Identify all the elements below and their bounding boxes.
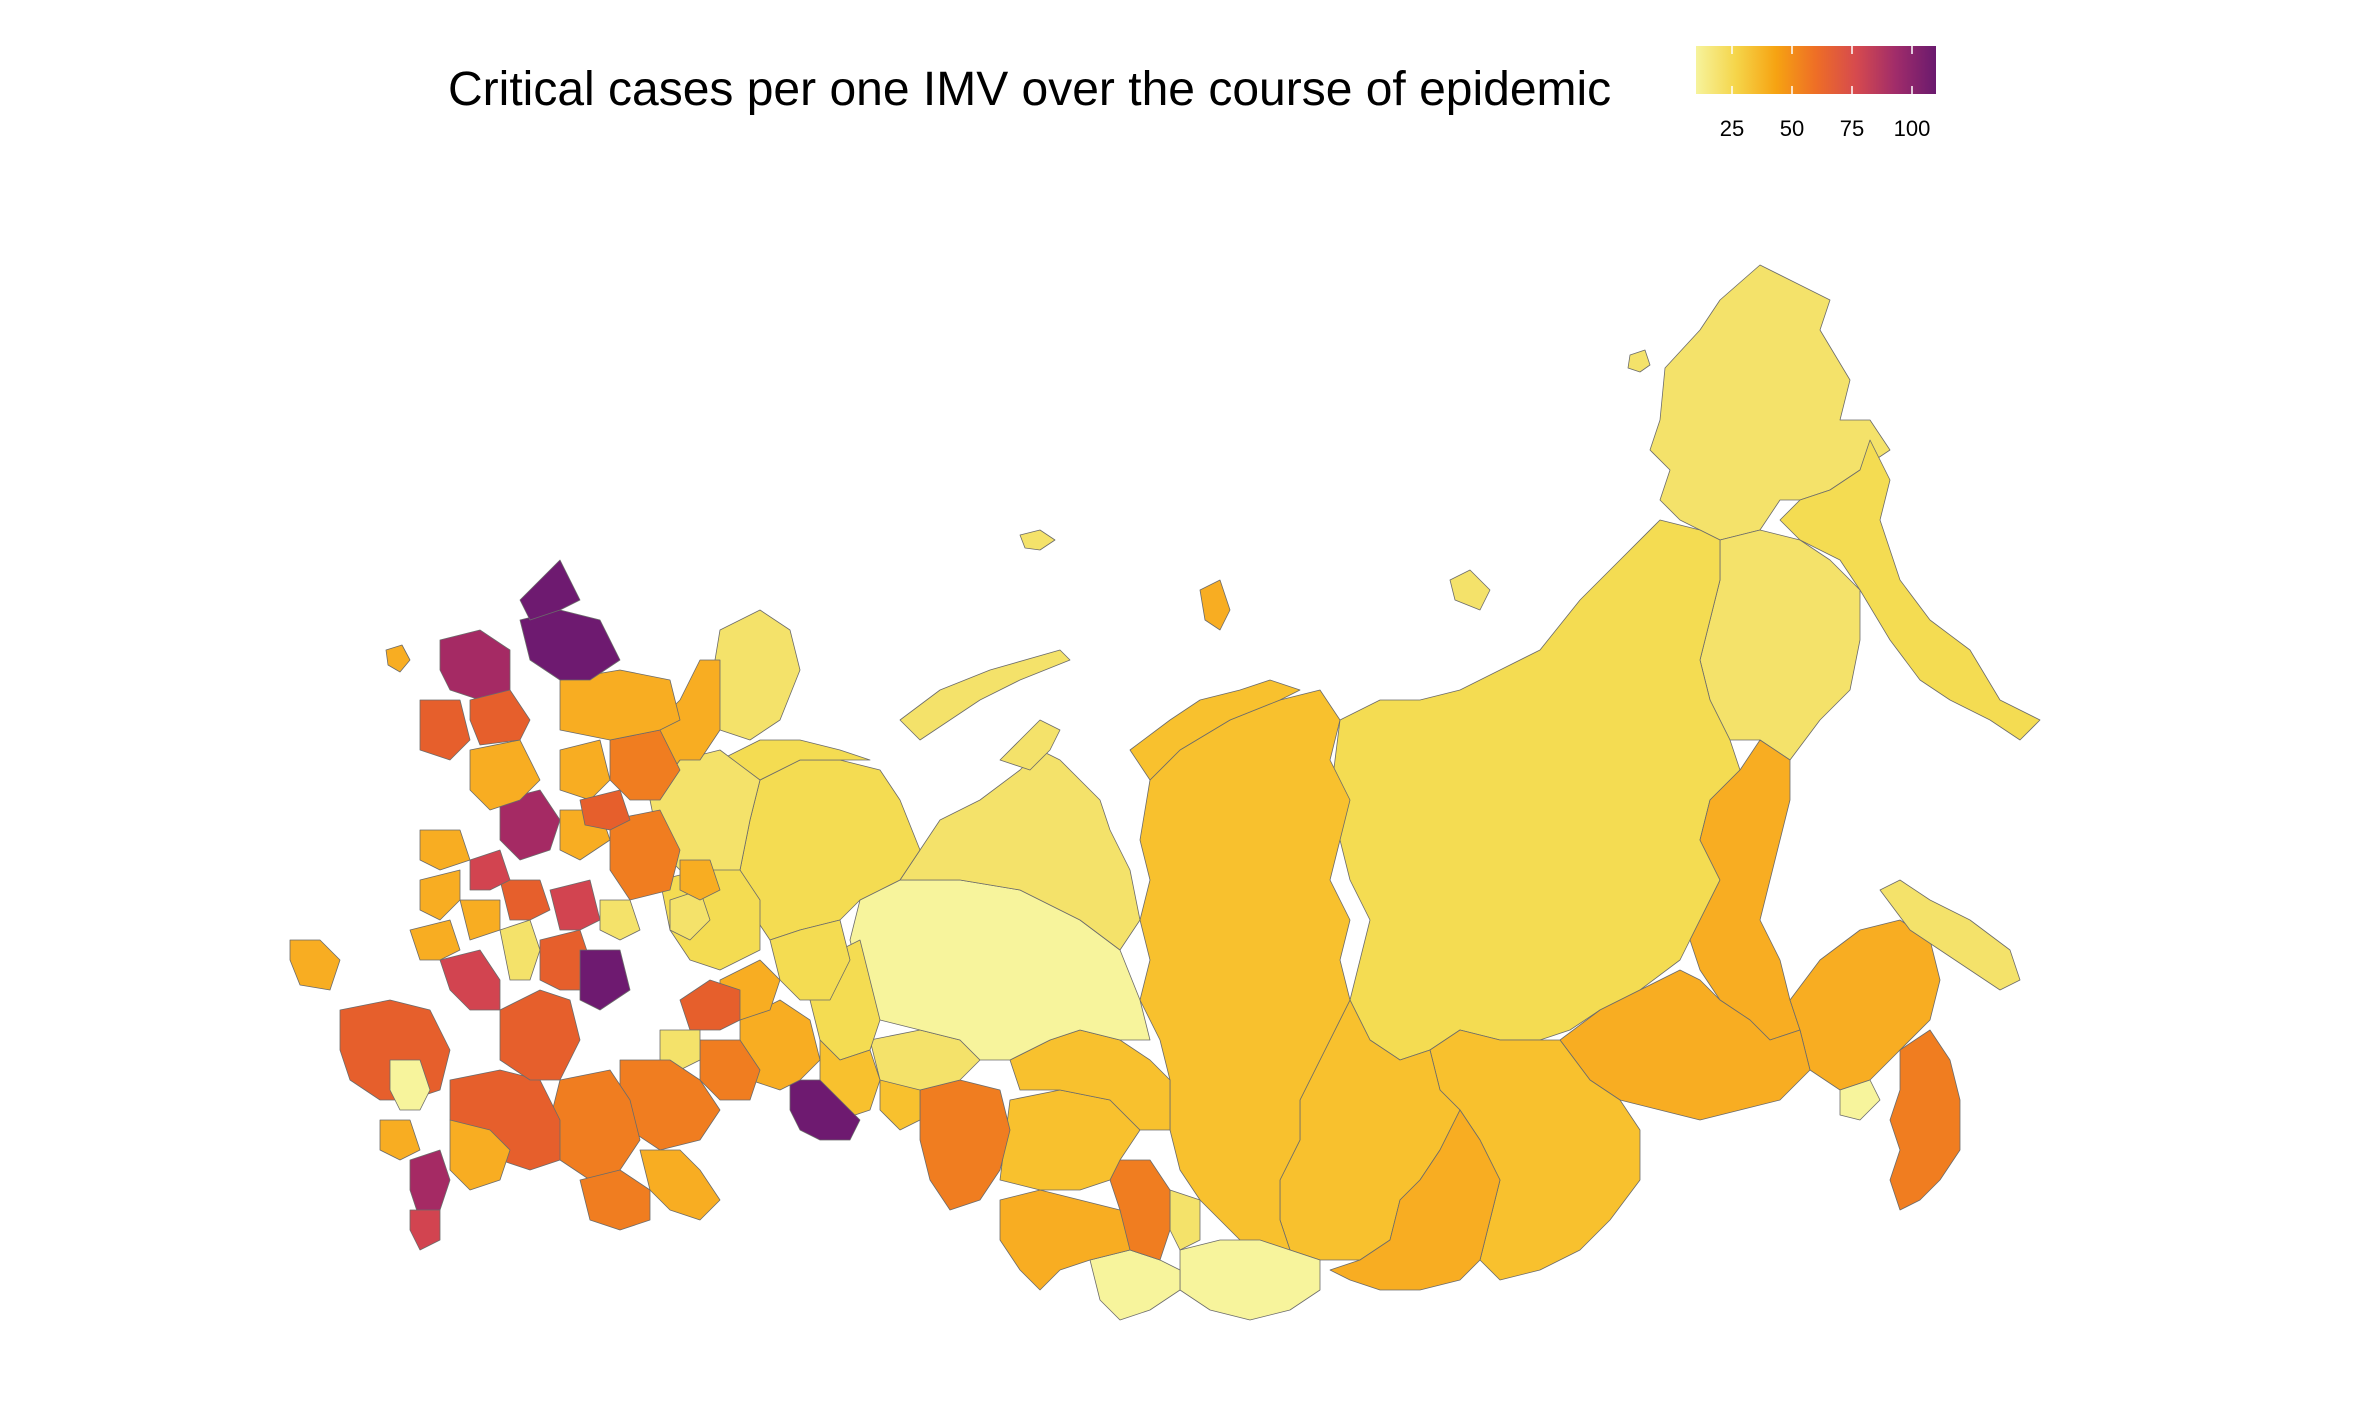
region-ryazan xyxy=(549,879,601,931)
region-pskov xyxy=(419,699,471,761)
region-chechnya xyxy=(409,1209,441,1251)
region-magadan xyxy=(1699,529,1861,761)
region-wrangel-island xyxy=(1627,349,1651,373)
region-stavropol xyxy=(449,1119,511,1191)
region-penza xyxy=(579,949,631,1011)
legend-tick-label-25: 25 xyxy=(1719,116,1745,141)
region-primorye xyxy=(1889,1029,1961,1211)
region-severnaya-zemlya xyxy=(1199,579,1231,631)
region-kemerovo xyxy=(1109,1159,1171,1261)
region-sakhalin xyxy=(1879,879,2021,991)
region-taymyr-peninsula xyxy=(1129,679,1301,781)
legend-tick-label-75: 75 xyxy=(1839,116,1865,141)
region-jewish-ao xyxy=(1839,1079,1881,1121)
color-legend: 25 50 75 100 xyxy=(1696,46,1936,146)
region-st-petersburg xyxy=(519,609,621,681)
region-bryansk xyxy=(419,869,461,921)
region-orenburg xyxy=(789,1079,861,1141)
region-kalmykia xyxy=(579,1169,651,1231)
region-yamal-peninsula xyxy=(999,719,1061,771)
region-nenets xyxy=(719,739,871,781)
region-smolensk xyxy=(419,829,471,871)
region-omsk xyxy=(919,1079,1011,1211)
region-north-caucasus xyxy=(379,1119,421,1161)
region-orel xyxy=(459,899,501,941)
region-new-siberian-islands xyxy=(1449,569,1491,611)
region-novaya-zemlya xyxy=(899,649,1071,741)
region-astrakhan xyxy=(639,1149,721,1221)
region-dagestan xyxy=(409,1149,451,1221)
region-belgorod xyxy=(439,949,501,1011)
region-amur xyxy=(1559,969,1811,1121)
region-ivanovo xyxy=(579,789,631,831)
region-voronezh xyxy=(499,989,581,1081)
region-tatarstan xyxy=(679,979,741,1031)
region-mari xyxy=(679,859,721,901)
region-buryatia xyxy=(1329,1109,1501,1291)
region-kursk xyxy=(409,919,461,961)
region-altai-rep xyxy=(1089,1249,1181,1321)
region-tula xyxy=(499,879,551,921)
region-franz-josef xyxy=(1019,529,1056,551)
legend-color-bar xyxy=(1696,46,1936,94)
region-vologda xyxy=(559,669,681,741)
region-altai-krai xyxy=(999,1189,1141,1291)
region-leningrad xyxy=(439,629,511,701)
region-murmansk xyxy=(709,609,801,741)
region-kaluga xyxy=(469,849,511,891)
region-nizhny xyxy=(609,809,681,901)
region-krasnoyarsk xyxy=(1139,689,1351,1261)
region-yaroslavl xyxy=(559,739,611,801)
region-novgorod xyxy=(469,689,531,746)
region-khakassia xyxy=(1169,1189,1201,1251)
region-tuva xyxy=(1179,1239,1321,1321)
region-kaliningrad xyxy=(385,644,411,673)
legend-tick-label-50: 50 xyxy=(1779,116,1805,141)
region-mordovia xyxy=(599,899,641,941)
legend-tick-label-100: 100 xyxy=(1893,116,1931,141)
region-crimea xyxy=(289,939,341,991)
region-moscow xyxy=(499,789,561,861)
region-lipetsk xyxy=(499,919,541,981)
region-yanao xyxy=(899,749,1141,951)
region-kurgan xyxy=(879,1079,921,1131)
region-adygea xyxy=(389,1059,431,1111)
region-karelia-north xyxy=(519,559,581,621)
region-perm xyxy=(769,919,851,1001)
map-title: Critical cases per one IMV over the cour… xyxy=(448,63,1612,116)
region-kamchatka xyxy=(1779,439,2041,741)
